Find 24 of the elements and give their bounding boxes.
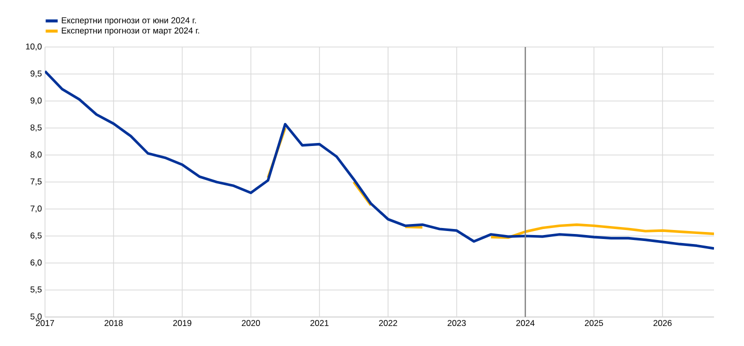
legend-label: Експертни прогнози от март 2024 г. <box>62 28 200 36</box>
y-tick-label: 5,5 <box>30 286 42 294</box>
x-tick-label: 2025 <box>584 320 604 326</box>
x-tick-label: 2020 <box>242 320 260 326</box>
legend-label: Експертни прогнози от юни 2024 г. <box>62 17 196 26</box>
y-tick-label: 8,5 <box>30 124 42 132</box>
x-tick-label: 2022 <box>379 320 398 326</box>
y-tick-label: 8,0 <box>30 151 42 159</box>
x-tick-label: 2026 <box>654 320 672 326</box>
line-series <box>45 70 714 250</box>
y-tick-label: 6,0 <box>30 259 42 267</box>
x-tick-label: 2019 <box>173 320 192 326</box>
y-tick-label: 6,5 <box>30 232 42 240</box>
y-tick-label: 5,0 <box>30 313 42 321</box>
y-tick-label: 9,5 <box>30 70 42 78</box>
x-tick-label: 2021 <box>310 320 329 326</box>
x-tick-label: 2017 <box>36 320 54 326</box>
y-tick-label: 10,0 <box>26 43 42 51</box>
x-tick-label: 2018 <box>104 320 123 326</box>
x-tick-label: 2024 <box>516 320 535 326</box>
y-tick-label: 9,0 <box>30 97 42 105</box>
y-tick-label: 7,0 <box>30 205 42 213</box>
x-tick-label: 2023 <box>448 320 466 326</box>
y-tick-label: 7,5 <box>30 178 42 186</box>
